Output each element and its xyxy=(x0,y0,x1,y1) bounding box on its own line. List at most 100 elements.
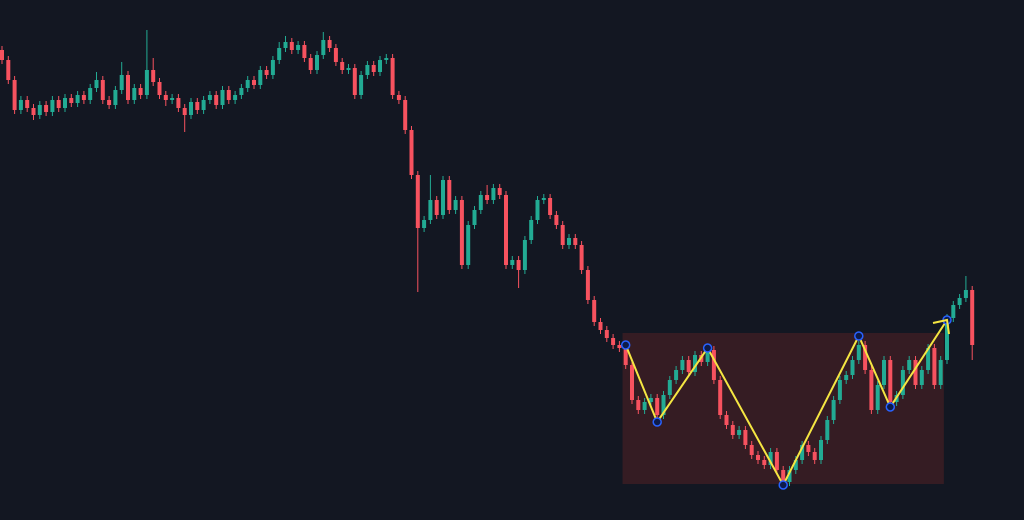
candle-body xyxy=(529,220,534,240)
candle-body xyxy=(239,88,244,95)
candle-body xyxy=(900,370,905,395)
candle-body xyxy=(762,460,767,465)
candle-body xyxy=(226,90,231,100)
candle-body xyxy=(611,338,616,345)
candle-body xyxy=(963,290,968,298)
candle-body xyxy=(126,75,130,100)
candle-body xyxy=(31,108,36,115)
candle-body xyxy=(384,58,389,60)
candle-body xyxy=(756,455,760,460)
candle-body xyxy=(787,470,792,482)
candle-body xyxy=(138,88,143,95)
candle-body xyxy=(119,75,124,90)
candle-body xyxy=(749,445,754,455)
candle-body xyxy=(302,45,307,58)
box-layer xyxy=(622,333,944,484)
candle-body xyxy=(214,95,219,105)
candle-body xyxy=(270,60,275,75)
pivot-point xyxy=(652,417,662,427)
candle-body xyxy=(201,100,206,110)
candle-body xyxy=(926,348,931,370)
candle-body xyxy=(522,240,527,270)
candle-body xyxy=(151,70,156,82)
candle-body xyxy=(453,200,458,210)
candle-body xyxy=(50,100,55,112)
candle-body xyxy=(459,200,464,265)
candle-body xyxy=(252,80,256,85)
candle-body xyxy=(592,300,597,322)
candle-body xyxy=(604,330,609,338)
candle-body xyxy=(195,102,200,110)
candle-body xyxy=(277,48,282,60)
candle-body xyxy=(359,75,364,95)
candle-body xyxy=(819,440,823,460)
candle-body xyxy=(831,400,836,420)
candle-body xyxy=(630,365,634,400)
candle-body xyxy=(63,98,67,108)
candle-body xyxy=(491,188,496,200)
candle-body xyxy=(346,68,351,70)
candle-body xyxy=(163,95,168,100)
candle-body xyxy=(25,100,30,108)
candle-body xyxy=(711,350,716,380)
candle-body xyxy=(913,360,918,385)
candle-body xyxy=(378,60,382,72)
candle-body xyxy=(768,452,773,465)
candle-body xyxy=(806,445,811,452)
candle-body xyxy=(667,380,672,395)
candle-body xyxy=(258,70,263,85)
candle-body xyxy=(693,355,697,372)
candle-body xyxy=(289,42,294,50)
candle-body xyxy=(0,50,4,60)
candle-body xyxy=(409,130,414,175)
candle-body xyxy=(623,348,628,365)
candle-body xyxy=(94,80,99,88)
candle-body xyxy=(44,105,49,112)
candle-body xyxy=(308,58,313,70)
candle-body xyxy=(655,398,660,415)
candle-body xyxy=(674,370,679,380)
candle-body xyxy=(434,200,439,215)
candle-body xyxy=(938,360,943,385)
candle-body xyxy=(88,88,93,100)
candle-body xyxy=(743,430,748,445)
pivot-point xyxy=(885,402,896,412)
candle-body xyxy=(182,108,187,115)
candle-body xyxy=(648,398,653,402)
candle-body xyxy=(825,420,830,440)
candle-body xyxy=(113,90,118,105)
candle-body xyxy=(144,70,149,95)
pivot-point xyxy=(702,343,713,353)
candle-body xyxy=(56,100,61,108)
candle-body xyxy=(170,98,175,100)
candle-body xyxy=(573,238,578,245)
candle-body xyxy=(535,200,540,220)
candle-body xyxy=(18,100,23,110)
pivot-point xyxy=(854,331,864,341)
candle-body xyxy=(75,95,80,103)
candle-body xyxy=(415,175,420,228)
candle-body xyxy=(661,395,666,415)
candle-body xyxy=(132,88,137,100)
candle-body xyxy=(264,70,269,75)
candle-body xyxy=(371,65,376,72)
candle-body xyxy=(837,380,842,400)
candle-body xyxy=(554,215,559,225)
candle-body xyxy=(327,40,332,48)
candle-body xyxy=(793,460,798,470)
candle-body xyxy=(396,95,401,100)
candle-body xyxy=(919,370,924,385)
candle-body xyxy=(497,188,502,195)
candle-body xyxy=(875,385,880,410)
candle-body xyxy=(315,55,319,70)
candle-body xyxy=(81,95,86,100)
candle-body xyxy=(100,80,105,100)
candle-body xyxy=(12,80,17,110)
candle-body xyxy=(403,100,408,130)
candle-body xyxy=(932,348,937,385)
candle-body xyxy=(485,195,490,200)
candle-body xyxy=(321,40,326,55)
candle-body xyxy=(189,102,193,115)
candle-body xyxy=(510,260,515,265)
